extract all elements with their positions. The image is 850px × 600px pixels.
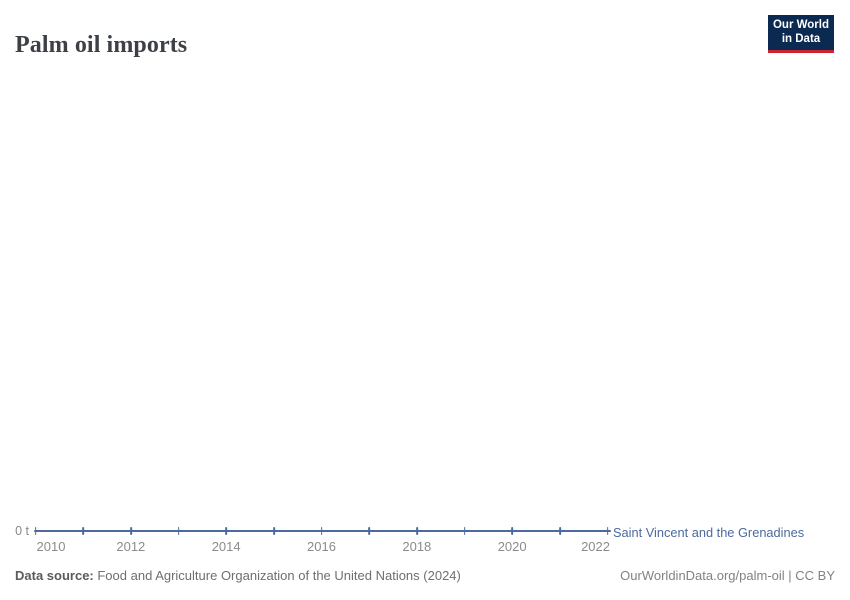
owid-logo-line1: Our World	[772, 19, 829, 31]
x-axis-tick-label: 2020	[497, 538, 527, 554]
data-point-marker	[511, 527, 513, 535]
x-axis-tick-label: 2012	[116, 538, 146, 554]
data-point-marker	[558, 527, 561, 535]
x-axis-tick-label: 2022	[581, 538, 610, 554]
footer-data-source: Data source: Food and Agriculture Organi…	[15, 568, 461, 583]
data-point-marker	[415, 527, 418, 535]
y-axis-zero-label: 0 t	[15, 524, 29, 538]
footer-data-source-label: Data source:	[15, 568, 94, 583]
data-point-marker	[320, 527, 323, 535]
page-title: Palm oil imports	[15, 32, 188, 59]
data-point-marker	[606, 527, 609, 535]
x-axis-tick-label: 2010	[36, 538, 66, 554]
owid-logo-line2: in Data	[781, 32, 821, 45]
x-axis-tick-label: 2016	[307, 538, 336, 554]
data-point-marker	[129, 527, 132, 535]
footer-data-source-text: Food and Agriculture Organization of the…	[93, 568, 461, 583]
x-axis-tick-label: 2018	[402, 538, 432, 554]
data-point-marker	[463, 527, 466, 535]
footer-attribution-link[interactable]: OurWorldinData.org/palm-oil | CC BY	[620, 568, 835, 583]
owid-logo[interactable]: Our World in Data	[768, 15, 834, 53]
series-entity-label: Saint Vincent and the Grenadines	[613, 524, 805, 540]
data-point-marker	[34, 527, 37, 535]
data-point-marker	[272, 527, 275, 535]
data-point-marker	[177, 527, 180, 535]
data-point-marker	[82, 527, 84, 535]
data-point-marker	[225, 527, 227, 535]
data-point-marker	[368, 527, 370, 535]
series-line	[34, 530, 611, 532]
x-axis-tick-label: 2014	[211, 538, 241, 554]
